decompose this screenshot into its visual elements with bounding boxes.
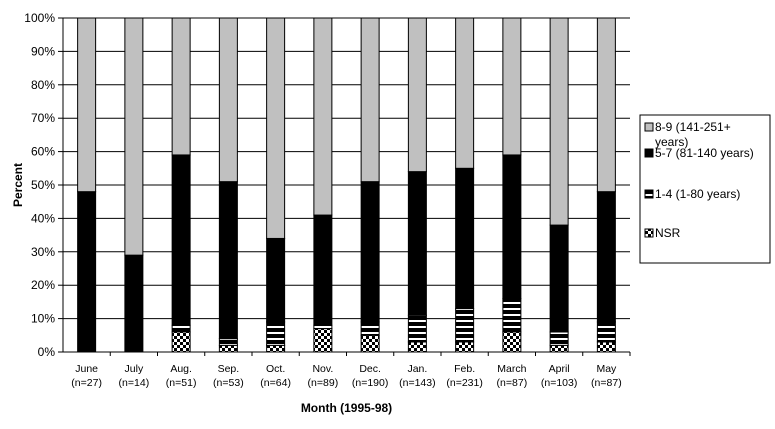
x-tick-label: Nov. (312, 363, 333, 375)
bar-segment (549, 331, 569, 346)
legend-box (639, 114, 771, 264)
bar-segment (455, 341, 475, 353)
x-tick-count: (n=89) (308, 377, 339, 389)
bar-segment (360, 181, 380, 323)
y-tick-label: 80% (31, 78, 55, 92)
bar-segment (596, 321, 616, 343)
legend: 8-9 (141-251+years)5-7 (81-140 years) 1-4… (639, 114, 771, 264)
x-tick-label: Oct. (266, 363, 285, 375)
x-tick-label: Dec. (359, 363, 381, 375)
axis-labels: 0% 10% 20% 30% 40% 50% 60% 70% 80% 90% 100% June (n=… (11, 11, 622, 415)
x-tick-label: June (75, 363, 98, 375)
bar-segment (596, 341, 616, 353)
bar-segment (502, 154, 522, 300)
bar-segment (596, 191, 616, 323)
legend-label: 1-4 (1-80 years) (655, 187, 740, 201)
bar-segment (171, 324, 191, 333)
x-tick-count: (n=143) (399, 377, 435, 389)
bar-segment (77, 17, 97, 193)
x-tick-count: (n=87) (497, 377, 528, 389)
x-tick-label: March (497, 363, 526, 375)
gridlines (63, 17, 630, 320)
x-tick-label: May (596, 363, 617, 375)
x-tick-label: Sep. (218, 363, 240, 375)
bar-segment (502, 331, 522, 353)
bar-segment (266, 321, 286, 346)
legend-swatch (644, 122, 654, 132)
x-tick-label: July (125, 363, 144, 375)
bar-segment (502, 17, 522, 156)
bar-segment (360, 17, 380, 183)
bar-segment (549, 17, 569, 226)
y-tick-label: 30% (31, 245, 55, 259)
bar-segment (266, 344, 286, 353)
x-tick-label: Aug. (170, 363, 192, 375)
y-tick-label: 70% (31, 111, 55, 125)
x-tick-label: Jan. (407, 363, 427, 375)
bar-segment (313, 17, 333, 216)
x-tick-label: April (549, 363, 570, 375)
bar-segment (407, 171, 427, 316)
bar-segment (171, 331, 191, 353)
x-tick-count: (n=14) (119, 377, 150, 389)
bar-segment (77, 191, 97, 353)
bar-segment (407, 17, 427, 173)
bar-segment (360, 334, 380, 353)
legend-swatch (644, 189, 654, 199)
bar-segment (313, 324, 333, 330)
y-tick-label: 40% (31, 211, 55, 225)
x-tick-label: Feb. (454, 363, 475, 375)
bar-segment (171, 154, 191, 326)
bar-segment (218, 181, 238, 340)
bar-segment (124, 254, 144, 353)
bar-segment (218, 344, 238, 353)
x-tick-count: (n=190) (352, 377, 388, 389)
y-tick-label: 100% (24, 11, 55, 25)
x-tick-count: (n=27) (71, 377, 102, 389)
bar-segment (266, 17, 286, 239)
x-tick-count: (n=87) (591, 377, 622, 389)
legend-label: 8-9 (141-251+ (655, 120, 731, 134)
y-tick-label: 90% (31, 44, 55, 58)
axes (58, 17, 631, 356)
bar-segment (266, 237, 286, 323)
y-tick-label: 0% (38, 345, 56, 359)
bar-segment (407, 314, 427, 343)
legend-label: 5-7 (81-140 years) (655, 146, 754, 160)
x-tick-count: (n=103) (541, 377, 577, 389)
bar-segment (313, 214, 333, 326)
bar-segment (313, 328, 333, 353)
y-tick-label: 20% (31, 278, 55, 292)
bar-segment (124, 17, 144, 256)
bar-segment (549, 344, 569, 353)
bars (77, 17, 616, 353)
y-axis-title: Percent (11, 163, 25, 207)
y-tick-label: 10% (31, 312, 55, 326)
bar-segment (455, 167, 475, 310)
legend-label: NSR (655, 226, 681, 240)
x-tick-count: (n=53) (213, 377, 244, 389)
bar-segment (455, 17, 475, 169)
bar-segment (360, 321, 380, 336)
bar-segment (171, 17, 191, 156)
x-tick-count: (n=64) (260, 377, 291, 389)
y-tick-label: 60% (31, 145, 55, 159)
legend-swatch (644, 148, 654, 158)
legend-swatch (644, 228, 654, 238)
bar-segment (407, 341, 427, 353)
x-axis-title: Month (1995-98) (301, 401, 392, 415)
bar-segment (455, 308, 475, 343)
bar-segment (502, 298, 522, 333)
x-tick-count: (n=51) (166, 377, 197, 389)
bar-segment (549, 224, 569, 333)
y-tick-label: 50% (31, 178, 55, 192)
bar-segment (218, 17, 238, 183)
bar-segment (596, 17, 616, 193)
x-tick-count: (n=231) (446, 377, 482, 389)
bar-segment (218, 338, 238, 346)
legend-label: years) (655, 135, 688, 149)
